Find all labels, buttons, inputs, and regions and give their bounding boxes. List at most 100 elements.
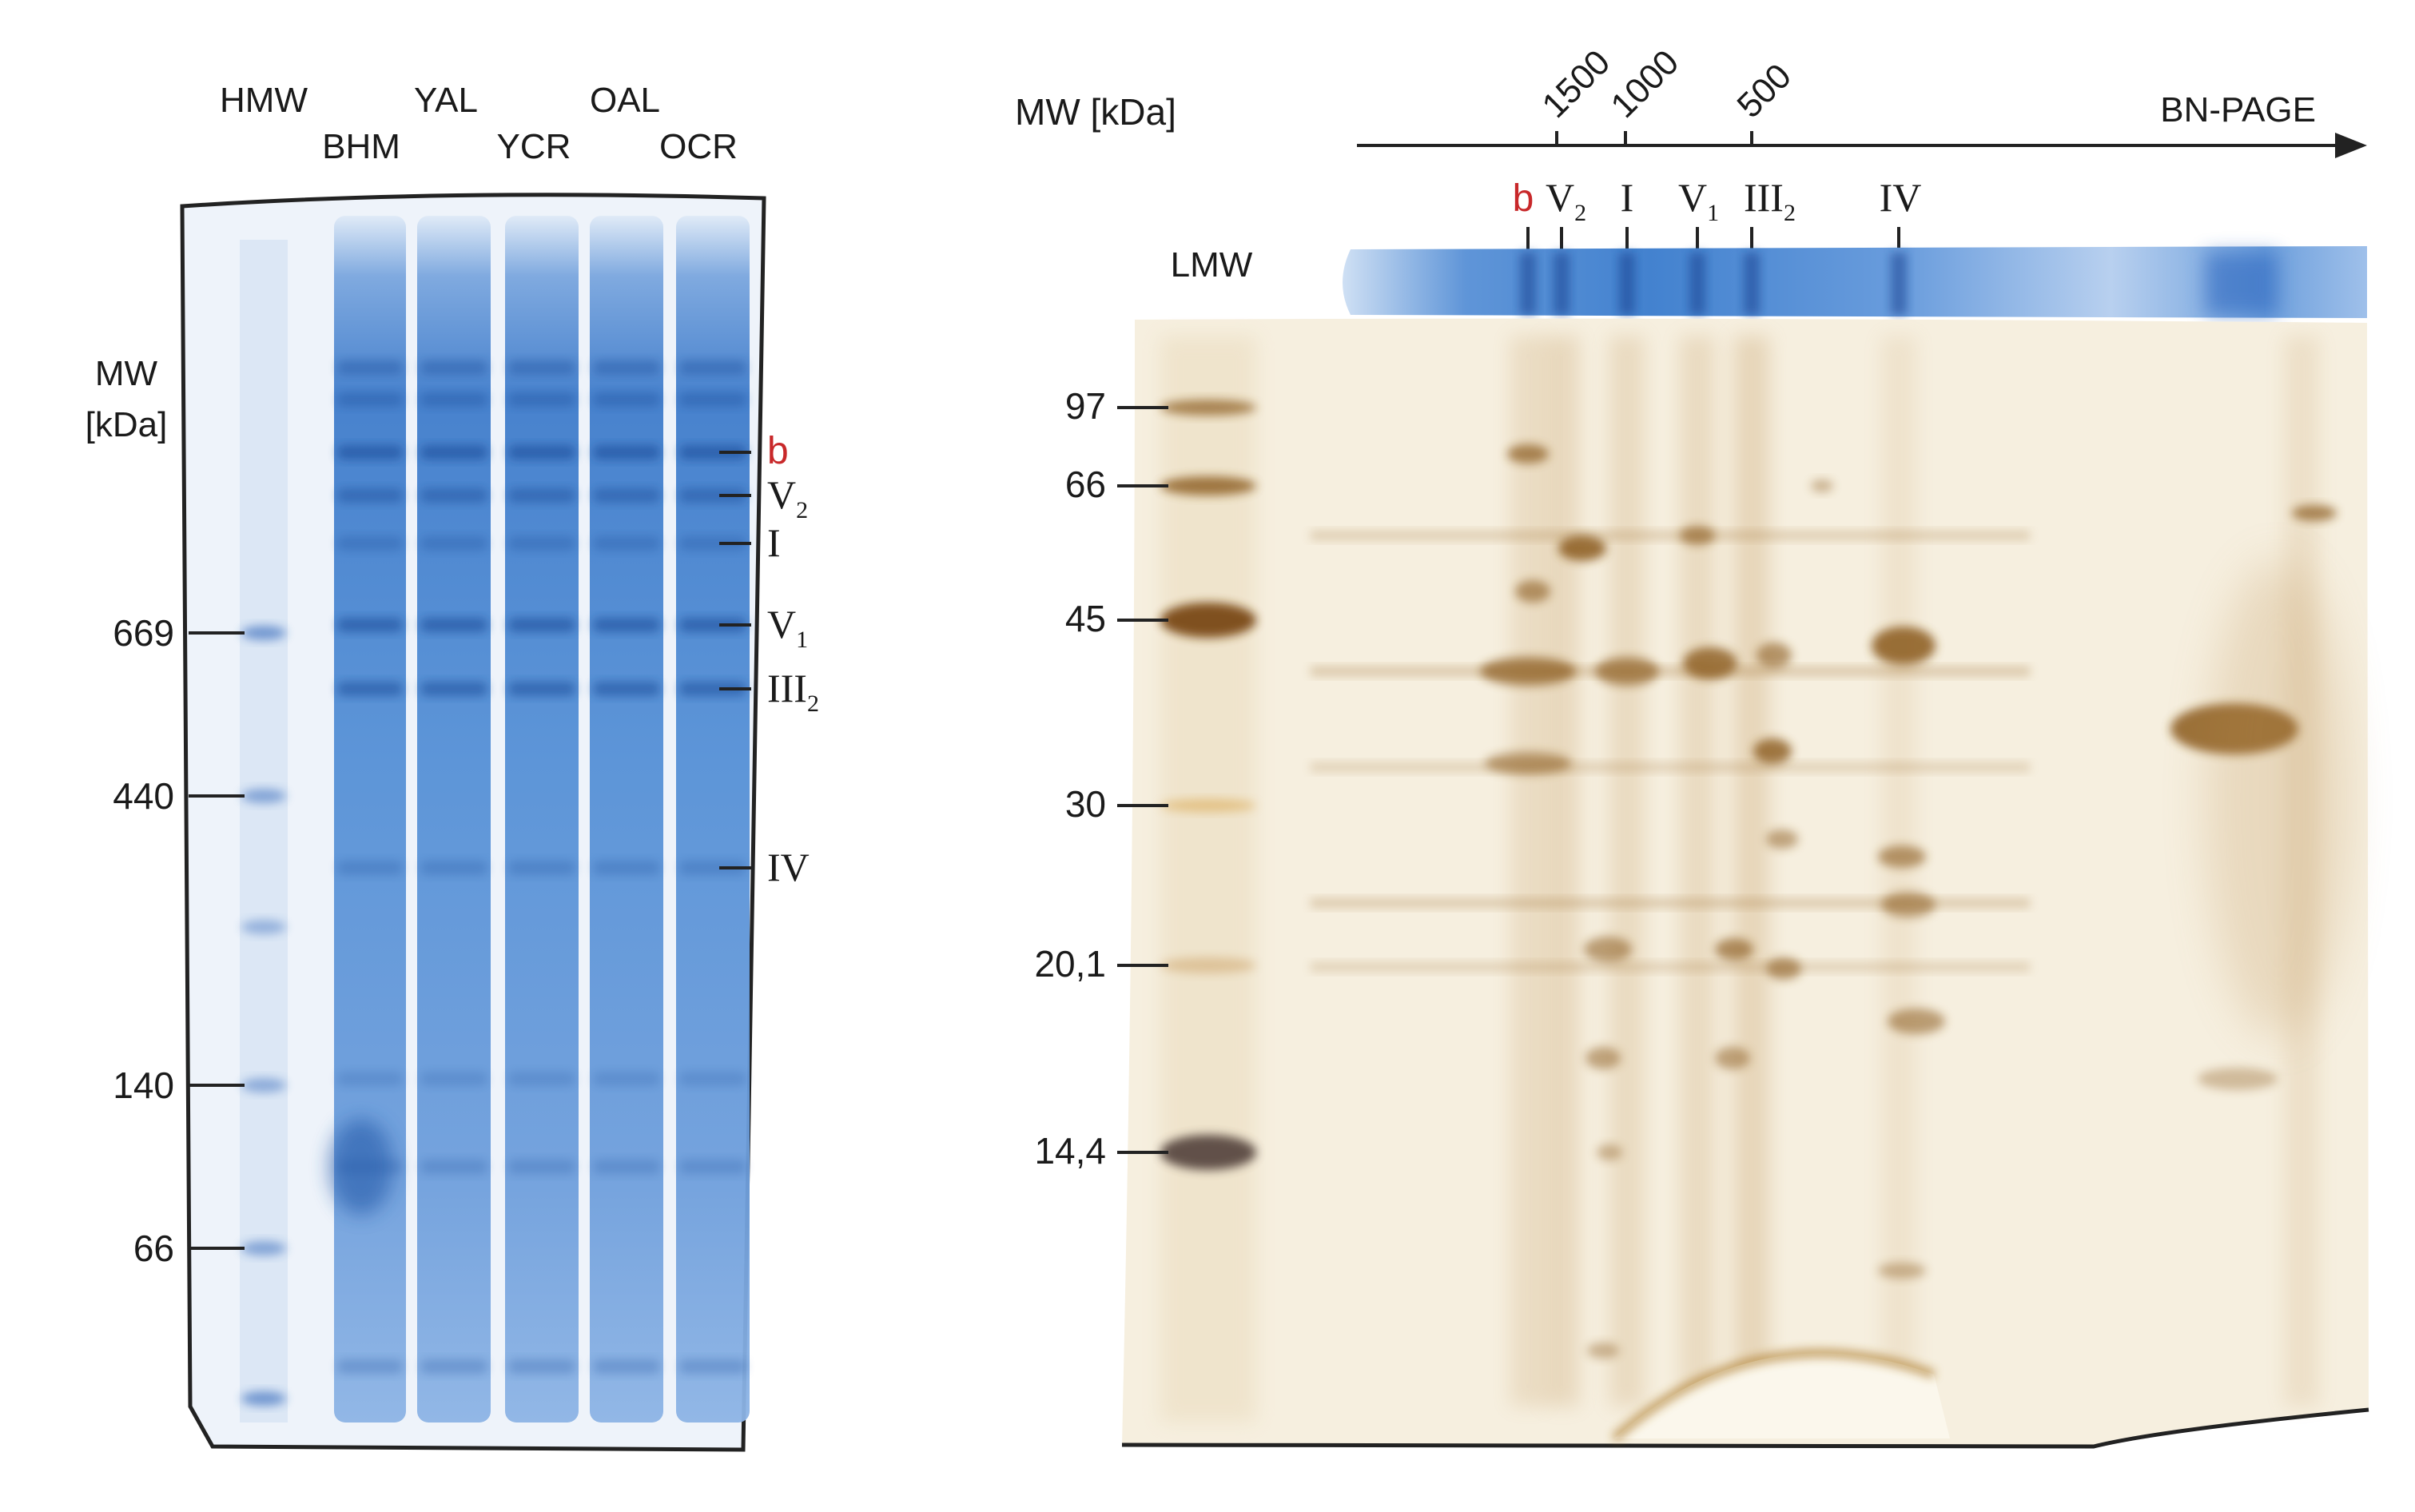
protein-spot	[2292, 505, 2337, 521]
protein-spot	[1680, 526, 1715, 545]
left-complex-iii2: III2	[767, 666, 819, 717]
protein-band	[508, 445, 575, 460]
protein-band	[593, 682, 660, 696]
protein-band	[337, 488, 403, 503]
left-marker-669: 669	[113, 612, 174, 654]
right-complex-v1: V1	[1678, 175, 1719, 226]
bn-page-strip-body	[1343, 246, 2367, 318]
right-marker-45: 45	[1065, 598, 1106, 639]
protein-band	[420, 360, 487, 375]
protein-band	[593, 1160, 660, 1174]
lane-smear	[505, 216, 579, 1422]
protein-band	[679, 1072, 746, 1086]
lane-smear	[590, 216, 663, 1422]
left-marker-140: 140	[113, 1064, 174, 1106]
protein-spot	[1584, 937, 1632, 962]
protein-spot	[1878, 1263, 1926, 1279]
left-mw-title-line2: [kDa]	[86, 405, 168, 444]
lane-smear	[676, 216, 750, 1422]
protein-band	[593, 392, 660, 407]
protein-spot	[1757, 643, 1792, 668]
protein-band	[508, 1359, 575, 1374]
protein-band	[679, 861, 746, 875]
silver-gel-artifact-arc	[1611, 1349, 1936, 1442]
protein-band	[679, 618, 746, 632]
left-complex-i: I	[767, 520, 781, 565]
protein-spot	[1766, 957, 1801, 980]
protein-band	[593, 1072, 660, 1086]
protein-band	[679, 488, 746, 503]
protein-spot	[1881, 892, 1936, 917]
protein-band	[420, 861, 487, 875]
bn-page-axis-arrowhead	[2335, 133, 2367, 158]
strip-band	[1619, 253, 1635, 315]
strip-band	[1891, 253, 1907, 315]
protein-band	[420, 618, 487, 632]
protein-spot	[1587, 1343, 1619, 1359]
bn-page-axis: BN-PAGE 1500 1000 500	[1357, 42, 2367, 158]
protein-band	[679, 360, 746, 375]
left-mw-title-line1: MW	[95, 354, 158, 393]
right-markers: 97 66 45 30 20,1 14,4	[1034, 385, 1168, 1172]
lane-label-yal: YAL	[414, 81, 478, 120]
protein-band	[679, 1160, 746, 1174]
right-marker-20-1: 20,1	[1034, 943, 1106, 985]
protein-band	[337, 682, 403, 696]
protein-band	[337, 861, 403, 875]
silver-streak	[1311, 898, 2030, 908]
protein-band	[679, 445, 746, 460]
silver-streak	[1311, 666, 2030, 676]
protein-band	[337, 536, 403, 551]
bn-page-strip	[1343, 246, 2367, 318]
silver-streak	[1311, 762, 2030, 772]
protein-spot	[1507, 444, 1549, 464]
hmw-marker-band	[241, 1078, 286, 1092]
right-complex-iv: IV	[1880, 175, 1922, 220]
protein-band	[593, 618, 660, 632]
silver-gel-clear-region	[1614, 1353, 1950, 1438]
protein-spot	[1872, 627, 1936, 665]
protein-spot	[1766, 830, 1798, 849]
protein-band	[420, 536, 487, 551]
left-complex-labels: b V2 I V1 III2 IV	[719, 430, 819, 889]
lane-labels: HMW BHM YAL YCR OAL OCR	[220, 81, 738, 166]
hmw-marker-band	[241, 789, 286, 803]
lmw-marker-band	[1160, 400, 1256, 416]
left-complex-v2: V2	[767, 472, 808, 523]
right-mw-title: MW [kDa]	[1015, 91, 1176, 133]
strip-band	[1689, 253, 1705, 315]
lmw-marker-band	[1160, 799, 1256, 812]
protein-band	[508, 682, 575, 696]
left-gel-lanes	[240, 216, 750, 1422]
protein-band	[679, 1359, 746, 1374]
lane-smear	[417, 216, 491, 1422]
protein-band	[420, 488, 487, 503]
strip-band	[1520, 253, 1536, 315]
protein-spot	[1558, 535, 1606, 561]
top-tick-500: 500	[1729, 57, 1799, 126]
protein-blob	[329, 1119, 393, 1215]
protein-spot	[1888, 1009, 1945, 1034]
protein-band	[420, 1072, 487, 1086]
right-marker-14-4: 14,4	[1034, 1130, 1106, 1172]
lane-hmw-smear	[240, 240, 288, 1422]
lmw-marker-bands	[1160, 336, 1256, 1422]
protein-spot	[1485, 752, 1571, 774]
protein-band	[679, 682, 746, 696]
lmw-label: LMW	[1171, 245, 1253, 284]
protein-band	[679, 536, 746, 551]
right-complex-v2: V2	[1546, 175, 1586, 226]
lmw-marker-band	[1160, 476, 1256, 495]
protein-band	[593, 488, 660, 503]
protein-spot	[1715, 938, 1753, 961]
left-markers: 669 440 140 66	[113, 612, 245, 1269]
lane-label-bhm: BHM	[322, 127, 400, 166]
bn-page-strip-bands	[1520, 253, 2278, 315]
strip-band	[1554, 253, 1570, 315]
silver-streak	[1881, 336, 1916, 1407]
protein-band	[593, 445, 660, 460]
protein-spot	[1811, 479, 1833, 492]
silver-streak	[1609, 336, 1645, 1407]
left-complex-v1: V1	[767, 602, 808, 653]
